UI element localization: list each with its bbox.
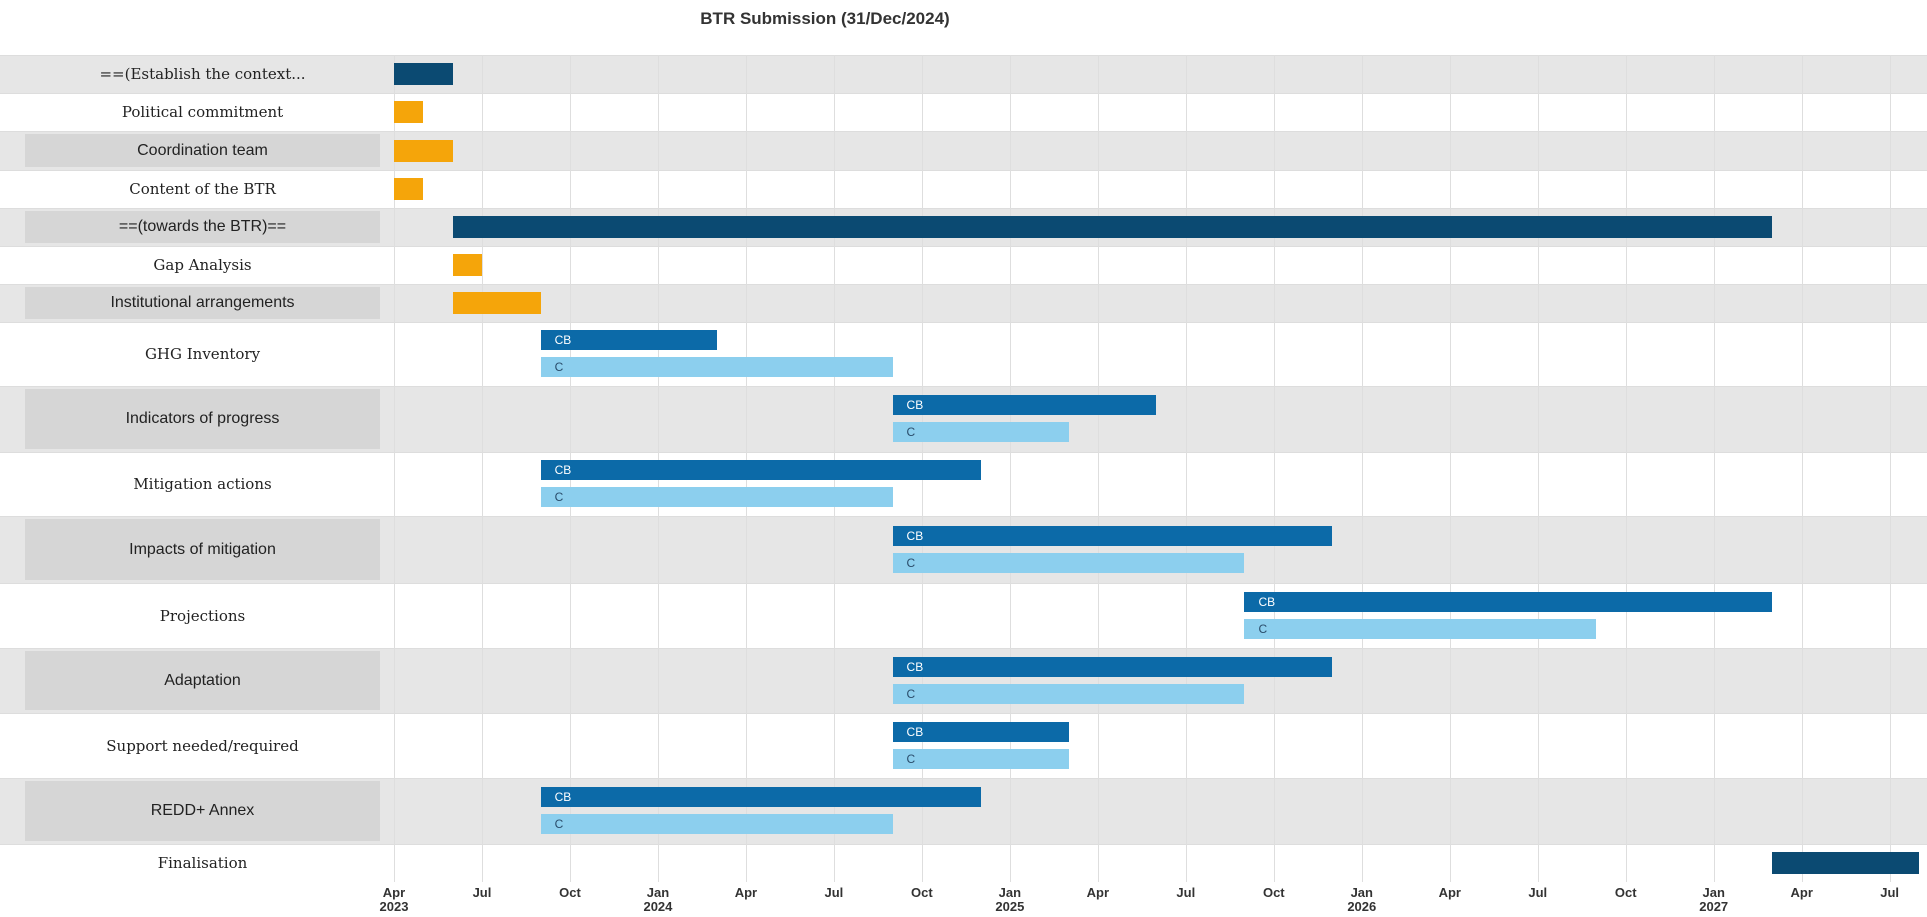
task-label: Impacts of mitigation (25, 519, 380, 580)
task-bar: C (892, 552, 1245, 573)
bar-label: CB (554, 790, 572, 804)
task-bar (394, 63, 453, 85)
x-tick-label: Jul (472, 885, 492, 900)
task-label: Gap Analysis (153, 256, 252, 274)
grid-line (1801, 55, 1803, 882)
grid-line (1097, 55, 1099, 882)
task-label: Support needed/required (106, 736, 299, 755)
bar-label: C (554, 817, 564, 831)
x-tick-label: Apr 2023 (379, 885, 409, 914)
grid-line (1185, 55, 1187, 882)
task-label: Coordination team (25, 134, 380, 167)
task-bar: CB (540, 460, 981, 480)
task-bar: CB (1244, 591, 1773, 612)
task-label: Content of the BTR (129, 180, 276, 198)
task-bar: CB (892, 525, 1333, 546)
bar-label: C (554, 490, 564, 504)
grid-line (1625, 55, 1627, 882)
bar-label: C (906, 555, 916, 570)
task-label: REDD+ Annex (25, 781, 380, 841)
task-bar: C (892, 422, 1069, 442)
x-tick-label: Jan 2024 (643, 885, 673, 914)
grid-line (1537, 55, 1539, 882)
grid-line (1889, 55, 1891, 882)
bar-label: CB (906, 528, 924, 543)
task-bar: CB (540, 787, 981, 807)
task-bar: CB (892, 721, 1069, 742)
grid-line (1273, 55, 1275, 882)
bar-label: CB (906, 398, 924, 412)
task-bar: C (540, 357, 893, 377)
bar-label: C (906, 425, 916, 439)
task-label: ==(towards the BTR)== (25, 211, 380, 243)
grid-line (1449, 55, 1451, 882)
x-tick-label: Apr (1086, 885, 1110, 900)
task-bar (1772, 852, 1919, 874)
bar-label: C (1258, 621, 1268, 636)
task-bar: CB (892, 656, 1333, 677)
bar-label: CB (554, 463, 572, 477)
task-bar: CB (892, 395, 1157, 415)
x-tick-label: Apr (1790, 885, 1813, 900)
bar-label: C (554, 360, 564, 374)
grid-line (481, 55, 483, 882)
row-background (0, 55, 1927, 93)
task-bar (452, 254, 482, 276)
x-tick-label: Jul (824, 885, 844, 900)
task-label: GHG Inventory (144, 345, 261, 363)
task-bar (394, 178, 424, 200)
row-background (0, 844, 1927, 882)
x-tick-label: Jul (1528, 885, 1548, 900)
bar-label: CB (906, 724, 924, 739)
bar-label: C (906, 751, 916, 766)
x-tick-label: Oct (1614, 885, 1637, 900)
task-bar (452, 292, 541, 314)
x-tick-label: Jan 2027 (1699, 885, 1729, 914)
bar-label: CB (1258, 594, 1276, 609)
task-bar: C (1244, 618, 1597, 639)
x-tick-label: Jan 2026 (1347, 885, 1377, 914)
grid-line (1713, 55, 1715, 882)
x-tick-label: Jul (1880, 885, 1900, 900)
task-label: Mitigation actions (133, 475, 272, 493)
task-bar: C (892, 683, 1245, 704)
x-tick-label: Oct (1262, 885, 1285, 900)
grid-line (1009, 55, 1011, 882)
bar-label: C (906, 686, 916, 701)
task-label: Projections (159, 606, 246, 625)
task-label: Indicators of progress (25, 389, 380, 449)
task-bar (452, 216, 1773, 238)
x-tick-label: Jul (1176, 885, 1196, 900)
x-tick-label: Apr (734, 885, 758, 900)
row-background (0, 322, 1927, 386)
task-bar: CB (540, 330, 717, 350)
bar-label: CB (906, 659, 924, 674)
x-tick-label: Jan 2025 (995, 885, 1025, 914)
chart-title: BTR Submission (31/Dec/2024) (700, 9, 950, 28)
task-bar (394, 101, 424, 123)
task-label: Finalisation (157, 854, 248, 872)
row-background (0, 93, 1927, 131)
grid-line (1361, 55, 1363, 882)
x-tick-label: Oct (911, 885, 933, 900)
task-label: Political commitment (121, 103, 284, 121)
task-label: Institutional arrangements (25, 287, 380, 319)
x-tick-label: Apr (1438, 885, 1461, 900)
x-tick-label: Oct (559, 885, 581, 900)
row-background (0, 170, 1927, 208)
task-label: Adaptation (25, 651, 380, 710)
task-bar (394, 139, 453, 162)
grid-line (394, 55, 395, 882)
bar-label: CB (554, 333, 572, 347)
task-bar: C (892, 748, 1069, 769)
task-label: ==(Establish the context... (99, 65, 306, 83)
task-bar: C (540, 814, 893, 834)
task-bar: C (540, 487, 893, 507)
row-background (0, 246, 1927, 284)
